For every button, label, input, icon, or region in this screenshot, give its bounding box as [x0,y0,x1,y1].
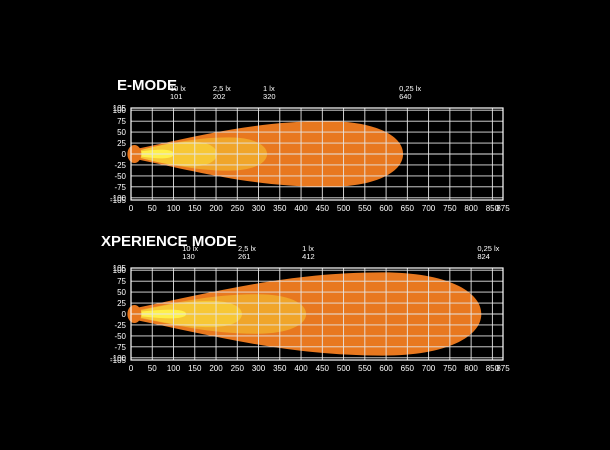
x-tick-label: 0 [129,204,134,213]
x-tick-label: 875 [496,204,510,213]
x-tick-label: 400 [294,204,308,213]
x-tick-label: 500 [337,364,351,373]
x-tick-label: 400 [294,364,308,373]
lux-distance: 640 [399,92,412,101]
lux-label: 0,25 lx [399,84,421,93]
xperience-mode-chart: XPERIENCE MODE 0 50 100 150 200 250 300 350 400 4… [101,233,510,373]
x-tick-label: 100 [167,364,181,373]
y-tick-label: -100 [110,194,127,203]
x-tick-label: 150 [188,364,202,373]
plot-frame [130,107,504,201]
x-tick-label: 300 [252,204,266,213]
x-tick-label: 550 [358,204,372,213]
y-tick-label: 0 [122,310,127,319]
lux-label: 2,5 lx [213,84,231,93]
lux-label: 1 lx [263,84,275,93]
x-tick-label: 50 [148,204,157,213]
lux-distance: 130 [182,252,195,261]
x-tick-label: 300 [252,364,266,373]
y-tick-label: 25 [117,299,126,308]
y-tick-label: -50 [114,332,126,341]
x-tick-label: 200 [209,364,223,373]
x-tick-label: 350 [273,364,287,373]
lux-distance: 320 [263,92,276,101]
x-tick-label: 250 [231,204,245,213]
e-mode-chart: E-MODE 0 50 100 150 200 250 300 350 400 450 500 550… [110,77,510,213]
x-tick-label: 850 [486,364,500,373]
y-tick-label: -105 [110,196,127,205]
x-tick-label: 850 [486,204,500,213]
chart-title: XPERIENCE MODE [101,233,237,250]
x-tick-label: 750 [443,204,457,213]
lux-distance: 101 [170,92,183,101]
x-tick-label: 650 [401,364,415,373]
y-tick-label: 50 [117,128,126,137]
y-tick-label: 75 [117,277,126,286]
x-tick-label: 500 [337,204,351,213]
x-tick-label: 600 [379,364,393,373]
y-tick-label: -105 [110,356,127,365]
y-tick-label: -100 [110,354,127,363]
x-tick-label: 100 [167,204,181,213]
y-tick-label: 105 [113,104,127,113]
x-tick-label: 50 [148,364,157,373]
y-tick-label: 0 [122,150,127,159]
y-tick-label: 105 [113,264,127,273]
lux-distance: 261 [238,252,251,261]
x-tick-label: 200 [209,204,223,213]
x-tick-label: 150 [188,204,202,213]
x-tick-label: 700 [422,204,436,213]
y-tick-label: 75 [117,117,126,126]
y-tick-label: -75 [114,343,126,352]
lux-label: 10 lx [170,84,186,93]
x-tick-label: 800 [464,364,478,373]
y-tick-label: -75 [114,183,126,192]
lux-label: 0,25 lx [477,244,499,253]
x-tick-label: 350 [273,204,287,213]
x-tick-label: 650 [401,204,415,213]
y-tick-label: 50 [117,288,126,297]
y-tick-label: 100 [113,266,127,275]
x-tick-label: 0 [129,364,134,373]
lux-label: 1 lx [302,244,314,253]
y-tick-label: -25 [114,321,126,330]
x-tick-label: 250 [231,364,245,373]
x-tick-label: 450 [316,204,330,213]
x-tick-label: 875 [496,364,510,373]
lux-distance: 824 [477,252,490,261]
x-tick-label: 750 [443,364,457,373]
x-tick-label: 450 [316,364,330,373]
x-tick-label: 800 [464,204,478,213]
x-tick-label: 700 [422,364,436,373]
y-tick-label: -50 [114,172,126,181]
y-tick-label: 25 [117,139,126,148]
lux-label: 2,5 lx [238,244,256,253]
chart-title: E-MODE [117,77,177,94]
lux-distance: 412 [302,252,315,261]
plot-frame [130,267,504,361]
x-tick-label: 600 [379,204,393,213]
lux-label: 10 lx [182,244,198,253]
y-tick-label: 100 [113,106,127,115]
y-tick-label: -25 [114,161,126,170]
x-tick-label: 550 [358,364,372,373]
lux-distance: 202 [213,92,226,101]
